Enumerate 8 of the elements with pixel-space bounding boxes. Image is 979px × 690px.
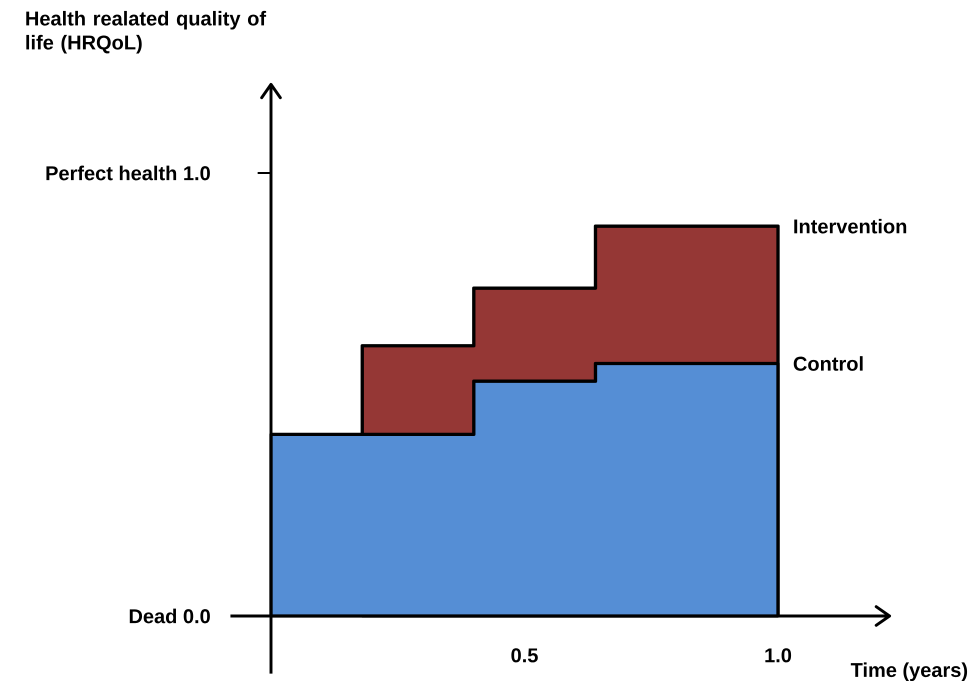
y-axis-title: Health realated quality of life (HRQoL) <box>26 10 266 54</box>
y-tick-label: 0.0 <box>184 609 210 624</box>
text: Dead <box>130 608 176 624</box>
series-label: Control <box>794 356 863 371</box>
text: Perfect health <box>46 166 176 180</box>
series-label: Intervention <box>794 218 906 234</box>
x-tick-label: 0.5 <box>511 648 538 662</box>
x-axis-title: Time (years) <box>850 662 968 682</box>
